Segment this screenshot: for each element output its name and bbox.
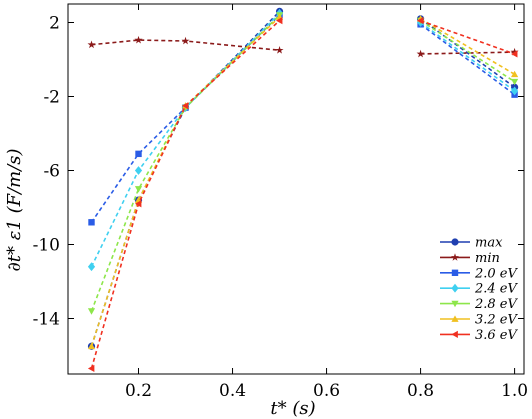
data-point bbox=[416, 17, 424, 25]
data-point bbox=[87, 40, 96, 49]
data-point bbox=[88, 219, 95, 226]
data-point bbox=[87, 308, 96, 315]
series-line bbox=[420, 23, 516, 96]
data-point bbox=[87, 364, 95, 373]
legend-item: min bbox=[440, 251, 500, 266]
series-line bbox=[420, 21, 516, 92]
legend-item: max bbox=[440, 236, 503, 251]
data-point bbox=[87, 262, 96, 272]
x-tick-label: 1.0 bbox=[501, 381, 528, 401]
series-line bbox=[90, 12, 281, 268]
legend-label: max bbox=[475, 236, 503, 251]
data-point bbox=[87, 342, 96, 350]
series-3-6-ev bbox=[87, 17, 518, 373]
data-point bbox=[416, 49, 425, 58]
series-line bbox=[91, 39, 280, 52]
y-tick-label: -14 bbox=[33, 310, 60, 330]
legend-item: 3.2 eV bbox=[440, 313, 519, 328]
data-point bbox=[510, 50, 518, 58]
legend-label: 3.6 eV bbox=[475, 328, 519, 343]
axes bbox=[67, 3, 525, 375]
data-point bbox=[510, 47, 519, 56]
y-axis-label: ∂t* ε1 (F/m/s) bbox=[4, 148, 25, 271]
data-point bbox=[134, 200, 142, 208]
legend-label: 3.2 eV bbox=[475, 313, 519, 328]
series-line bbox=[420, 19, 515, 55]
series-3-2-ev bbox=[87, 13, 519, 350]
series-line bbox=[90, 14, 281, 312]
x-tick-label: 0.2 bbox=[125, 381, 152, 401]
series-line bbox=[420, 19, 516, 83]
data-point bbox=[510, 70, 519, 78]
legend-label: 2.8 eV bbox=[474, 297, 519, 312]
legend-label: min bbox=[475, 251, 500, 266]
legend-item: 2.0 eV bbox=[440, 266, 519, 281]
series-2-8-ev bbox=[87, 12, 519, 315]
data-point bbox=[135, 150, 142, 158]
series-line bbox=[420, 18, 516, 88]
legend-label: 2.0 eV bbox=[474, 266, 519, 281]
series-line bbox=[90, 14, 281, 223]
series-2-4-ev bbox=[87, 8, 519, 272]
legend-marker bbox=[451, 315, 459, 322]
y-tick-label: -10 bbox=[33, 236, 60, 256]
series-line bbox=[420, 51, 515, 55]
legend-item: 2.8 eV bbox=[440, 297, 519, 312]
legend-item: 2.4 eV bbox=[440, 282, 519, 297]
series-line bbox=[90, 10, 281, 347]
legend-marker bbox=[451, 253, 459, 261]
series-min bbox=[87, 35, 519, 58]
plot-frame bbox=[67, 3, 525, 375]
series-line bbox=[420, 18, 516, 75]
data-point bbox=[275, 17, 283, 25]
x-tick-label: 0.6 bbox=[313, 381, 340, 401]
series-group bbox=[87, 7, 519, 373]
data-point bbox=[134, 35, 143, 44]
data-point bbox=[275, 46, 284, 54]
y-ticks: 2 -2 -6 -10 -14 bbox=[33, 14, 524, 330]
legend-marker bbox=[451, 238, 459, 246]
x-ticks: 0.2 0.4 0.6 0.8 1.0 bbox=[125, 4, 528, 401]
legend-item: 3.6 eV bbox=[440, 328, 519, 343]
y-tick-label: 2 bbox=[49, 14, 60, 34]
legend-marker bbox=[451, 283, 459, 293]
y-tick-label: -2 bbox=[43, 88, 60, 108]
series-max bbox=[87, 7, 519, 350]
x-tick-label: 0.8 bbox=[407, 381, 434, 401]
legend-marker bbox=[451, 330, 458, 338]
data-point bbox=[510, 86, 519, 96]
y-tick-label: -6 bbox=[43, 162, 60, 182]
legend-marker bbox=[451, 269, 459, 276]
data-point bbox=[134, 166, 143, 175]
data-point bbox=[181, 102, 189, 110]
data-point bbox=[181, 36, 190, 45]
x-tick-label: 0.4 bbox=[219, 381, 246, 401]
legend-label: 2.4 eV bbox=[474, 282, 519, 297]
series-2-0-ev bbox=[88, 11, 518, 226]
series-line bbox=[90, 20, 281, 369]
x-axis-label: t* (s) bbox=[270, 398, 315, 419]
data-point bbox=[134, 186, 143, 193]
legend-marker bbox=[451, 300, 459, 308]
data-point bbox=[510, 78, 519, 86]
